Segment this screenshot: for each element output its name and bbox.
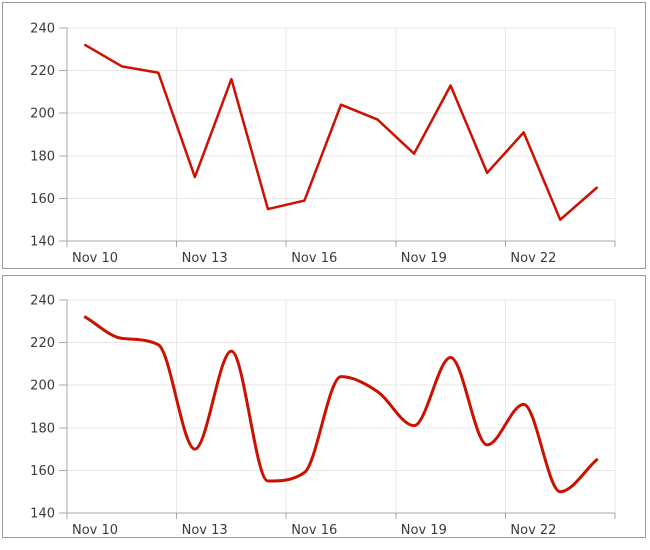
y-tick-label: 180	[30, 421, 55, 436]
chart-panel-linear: 140 160 180 200 220 240 Nov 10 Nov 13 Nov 16 Nov …	[2, 2, 646, 269]
x-tick-label: Nov 16	[291, 251, 337, 266]
y-tick-label: 240	[30, 22, 55, 37]
y-tick-label: 220	[30, 64, 55, 79]
x-tick-label: Nov 19	[401, 523, 447, 537]
y-tick-label: 220	[30, 336, 55, 351]
x-tick-label: Nov 19	[401, 251, 447, 266]
x-tick-label: Nov 10	[72, 251, 118, 266]
x-tick-label: Nov 16	[291, 523, 337, 537]
y-tick-label: 200	[30, 379, 55, 394]
series-line	[84, 43, 598, 221]
line-chart-linear[interactable]: 140 160 180 200 220 240 Nov 10 Nov 13 Nov 16 Nov …	[3, 3, 645, 268]
x-tick-label: Nov 22	[510, 523, 556, 537]
y-tick-label: 240	[30, 294, 55, 309]
chart-panel-smooth: 140 160 180 200 220 240 Nov 10 Nov 13 Nov 16 Nov …	[2, 275, 646, 538]
y-tick-label: 160	[30, 192, 55, 207]
series-line	[83, 315, 599, 494]
y-tick-label: 140	[30, 507, 55, 522]
x-tick-label: Nov 13	[182, 523, 228, 537]
x-tick-label: Nov 22	[510, 251, 556, 266]
line-chart-smooth[interactable]: 140 160 180 200 220 240 Nov 10 Nov 13 Nov 16 Nov …	[3, 276, 645, 537]
y-tick-label: 160	[30, 464, 55, 479]
y-tick-label: 180	[30, 149, 55, 164]
y-tick-label: 200	[30, 107, 55, 122]
y-tick-label: 140	[30, 235, 55, 250]
x-tick-label: Nov 13	[182, 251, 228, 266]
x-tick-label: Nov 10	[72, 523, 118, 537]
